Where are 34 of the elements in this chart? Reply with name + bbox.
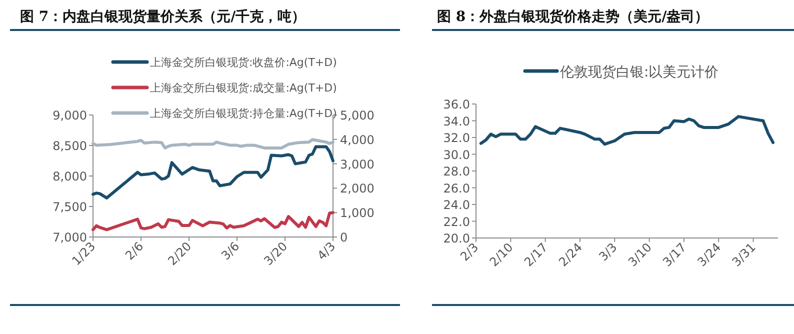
y2-tick-label: 5,000 <box>340 108 374 122</box>
legend-label: 上海金交所白银现货:持仓量:Ag(T+D) <box>150 107 337 120</box>
legend-item: 上海金交所白银现货:持仓量:Ag(T+D) <box>111 107 337 120</box>
x-tick-label: 3/3 <box>596 240 620 264</box>
legend-label: 伦敦现货白银:以美元计价 <box>560 64 719 80</box>
y2-tick-label: 0 <box>340 230 348 244</box>
chart-title: 图 8：外盘白银现货价格走势（美元/盎司） <box>437 8 709 25</box>
x-tick-label: 4/3 <box>314 239 338 263</box>
y-tick-label: 7,500 <box>52 200 87 214</box>
legend-item: 上海金交所白银现货:成交量:Ag(T+D) <box>111 82 337 95</box>
y2-tick-label: 2,000 <box>340 182 374 196</box>
y2-tick-label: 3,000 <box>340 157 374 172</box>
x-tick-label: 2/6 <box>122 239 146 263</box>
y-tick-label: 36.0 <box>443 98 470 112</box>
y-tick-label: 30.0 <box>443 148 470 162</box>
y-tick-label: 34.0 <box>443 114 470 128</box>
y-tick-label: 24.0 <box>443 198 470 212</box>
y-tick-label: 8,000 <box>52 170 87 184</box>
legend-item: 伦敦现货白银:以美元计价 <box>523 64 719 80</box>
legend-label: 上海金交所白银现货:收盘价:Ag(T+D) <box>150 56 337 70</box>
y-tick-label: 28.0 <box>443 164 470 178</box>
y-tick-label: 32.0 <box>443 131 470 145</box>
x-tick-label: 3/6 <box>218 239 242 263</box>
y-tick-label: 7,000 <box>52 230 87 244</box>
y-tick-label: 8,500 <box>52 139 87 153</box>
legend-label: 上海金交所白银现货:成交量:Ag(T+D) <box>150 82 337 95</box>
y-tick-label: 9,000 <box>52 108 87 122</box>
y-tick-label: 20.0 <box>443 232 470 246</box>
y2-tick-label: 4,000 <box>340 132 374 147</box>
y-tick-label: 22.0 <box>443 214 470 229</box>
legend-item: 上海金交所白银现货:收盘价:Ag(T+D) <box>111 56 337 70</box>
y2-tick-label: 1,000 <box>340 206 374 220</box>
chart-title: 图 7：内盘白银现货量价关系（元/千克，吨） <box>20 8 306 25</box>
y-tick-label: 26.0 <box>443 181 470 196</box>
